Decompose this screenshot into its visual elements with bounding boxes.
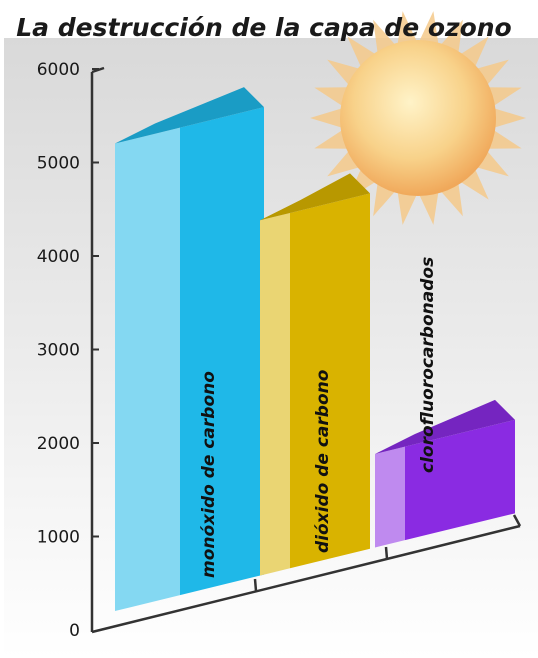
axes: [90, 66, 522, 634]
sun-illustration: [310, 11, 526, 225]
bar-top-face: [260, 173, 370, 221]
bar-front-face: [375, 446, 405, 548]
sun-disc: [340, 40, 496, 196]
bar-side-face: [180, 107, 264, 596]
y-axis-ticks: 0 1000 2000 3000 4000 5000 6000: [37, 60, 99, 641]
x-axis-tick-1: [253, 578, 258, 592]
bar-side-face: [290, 193, 370, 569]
bar-front-face: [115, 127, 180, 611]
y-tick-label: 2000: [37, 434, 80, 454]
bar-1: [115, 87, 264, 611]
y-tick-label: 0: [69, 621, 80, 641]
y-tick-label: 1000: [37, 528, 80, 548]
chart-title: La destrucción de la capa de ozono: [16, 13, 511, 42]
y-tick-label: 5000: [37, 154, 80, 174]
y-tick-label: 3000: [37, 341, 80, 361]
bar-front-face: [260, 212, 290, 576]
x-axis-end-tick: [512, 514, 522, 527]
bars: [115, 87, 515, 611]
x-axis-line: [91, 524, 521, 634]
y-tick-label: 4000: [37, 247, 80, 267]
bar-label-2: dióxido de carbono: [313, 369, 333, 553]
x-axis-tick-2: [384, 546, 389, 560]
bar-labels: monóxido de carbono dióxido de carbono clo…: [199, 257, 438, 578]
bar-label-1: monóxido de carbono: [199, 371, 219, 578]
bar-label-3: clorofluorocarbonados: [418, 257, 438, 473]
bar-top-face: [115, 87, 264, 144]
bar-3: [375, 399, 515, 548]
y-tick-label: 6000: [37, 60, 80, 80]
bar-top-face: [375, 399, 515, 455]
bar-2: [260, 173, 370, 576]
bar-side-face: [405, 419, 515, 541]
